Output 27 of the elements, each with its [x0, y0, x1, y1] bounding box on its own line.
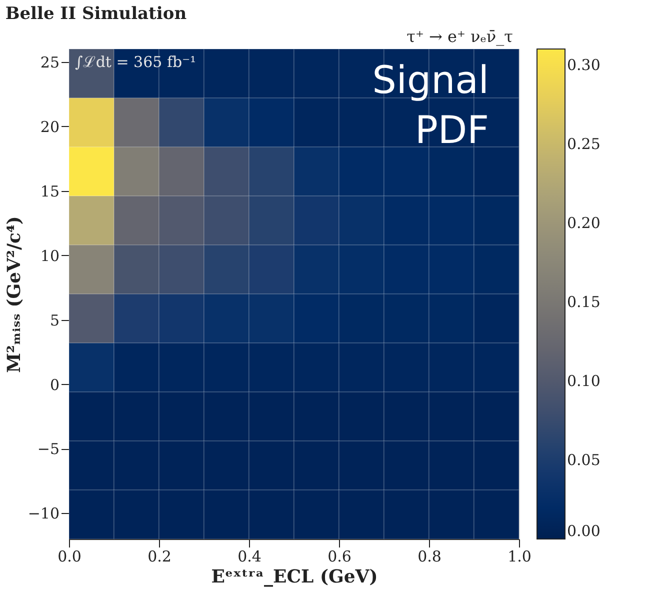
- color-bar-label: 0.10: [567, 372, 600, 390]
- x-tick-label: 0.2: [148, 548, 172, 566]
- y-tick-label: −10: [28, 504, 60, 523]
- color-bar-label: 0.05: [567, 450, 600, 469]
- x-tick-label: 1.0: [508, 548, 532, 566]
- x-tick-label: 0.4: [238, 548, 262, 566]
- color-bar-label: 0.30: [567, 56, 600, 74]
- y-tick-label: 5: [50, 311, 60, 330]
- chart-subtitle: τ⁺ → e⁺ νₑν̄_τ: [406, 27, 514, 46]
- annotation: Signal PDF: [372, 58, 489, 152]
- y-tick-label: 15: [40, 182, 60, 200]
- x-axis-title: Eᵉˣᵗʳᵃ_ECL (GeV): [211, 566, 378, 588]
- x-tick-label: 0.8: [418, 548, 442, 566]
- y-tick-label: −5: [37, 440, 60, 458]
- color-bar-label: 0.20: [567, 214, 600, 232]
- color-bar-label: 0.15: [567, 292, 600, 311]
- chart-title: Belle II Simulation: [5, 4, 187, 24]
- y-tick-label: 20: [40, 118, 60, 136]
- color-bar-label: 0.00: [567, 522, 600, 540]
- y-tick-label: 25: [40, 53, 60, 72]
- annotation: ∫ℒdt = 365 fb⁻¹: [75, 53, 196, 71]
- x-tick-label: 0.0: [58, 548, 82, 566]
- y-axis-title: M²ₘᵢₛₛ (GeV²/c⁴): [4, 216, 25, 373]
- y-tick-label: 0: [50, 376, 60, 394]
- y-tick-label: 10: [40, 246, 60, 265]
- color-bar-label: 0.25: [567, 134, 600, 153]
- x-tick-label: 0.6: [328, 548, 352, 566]
